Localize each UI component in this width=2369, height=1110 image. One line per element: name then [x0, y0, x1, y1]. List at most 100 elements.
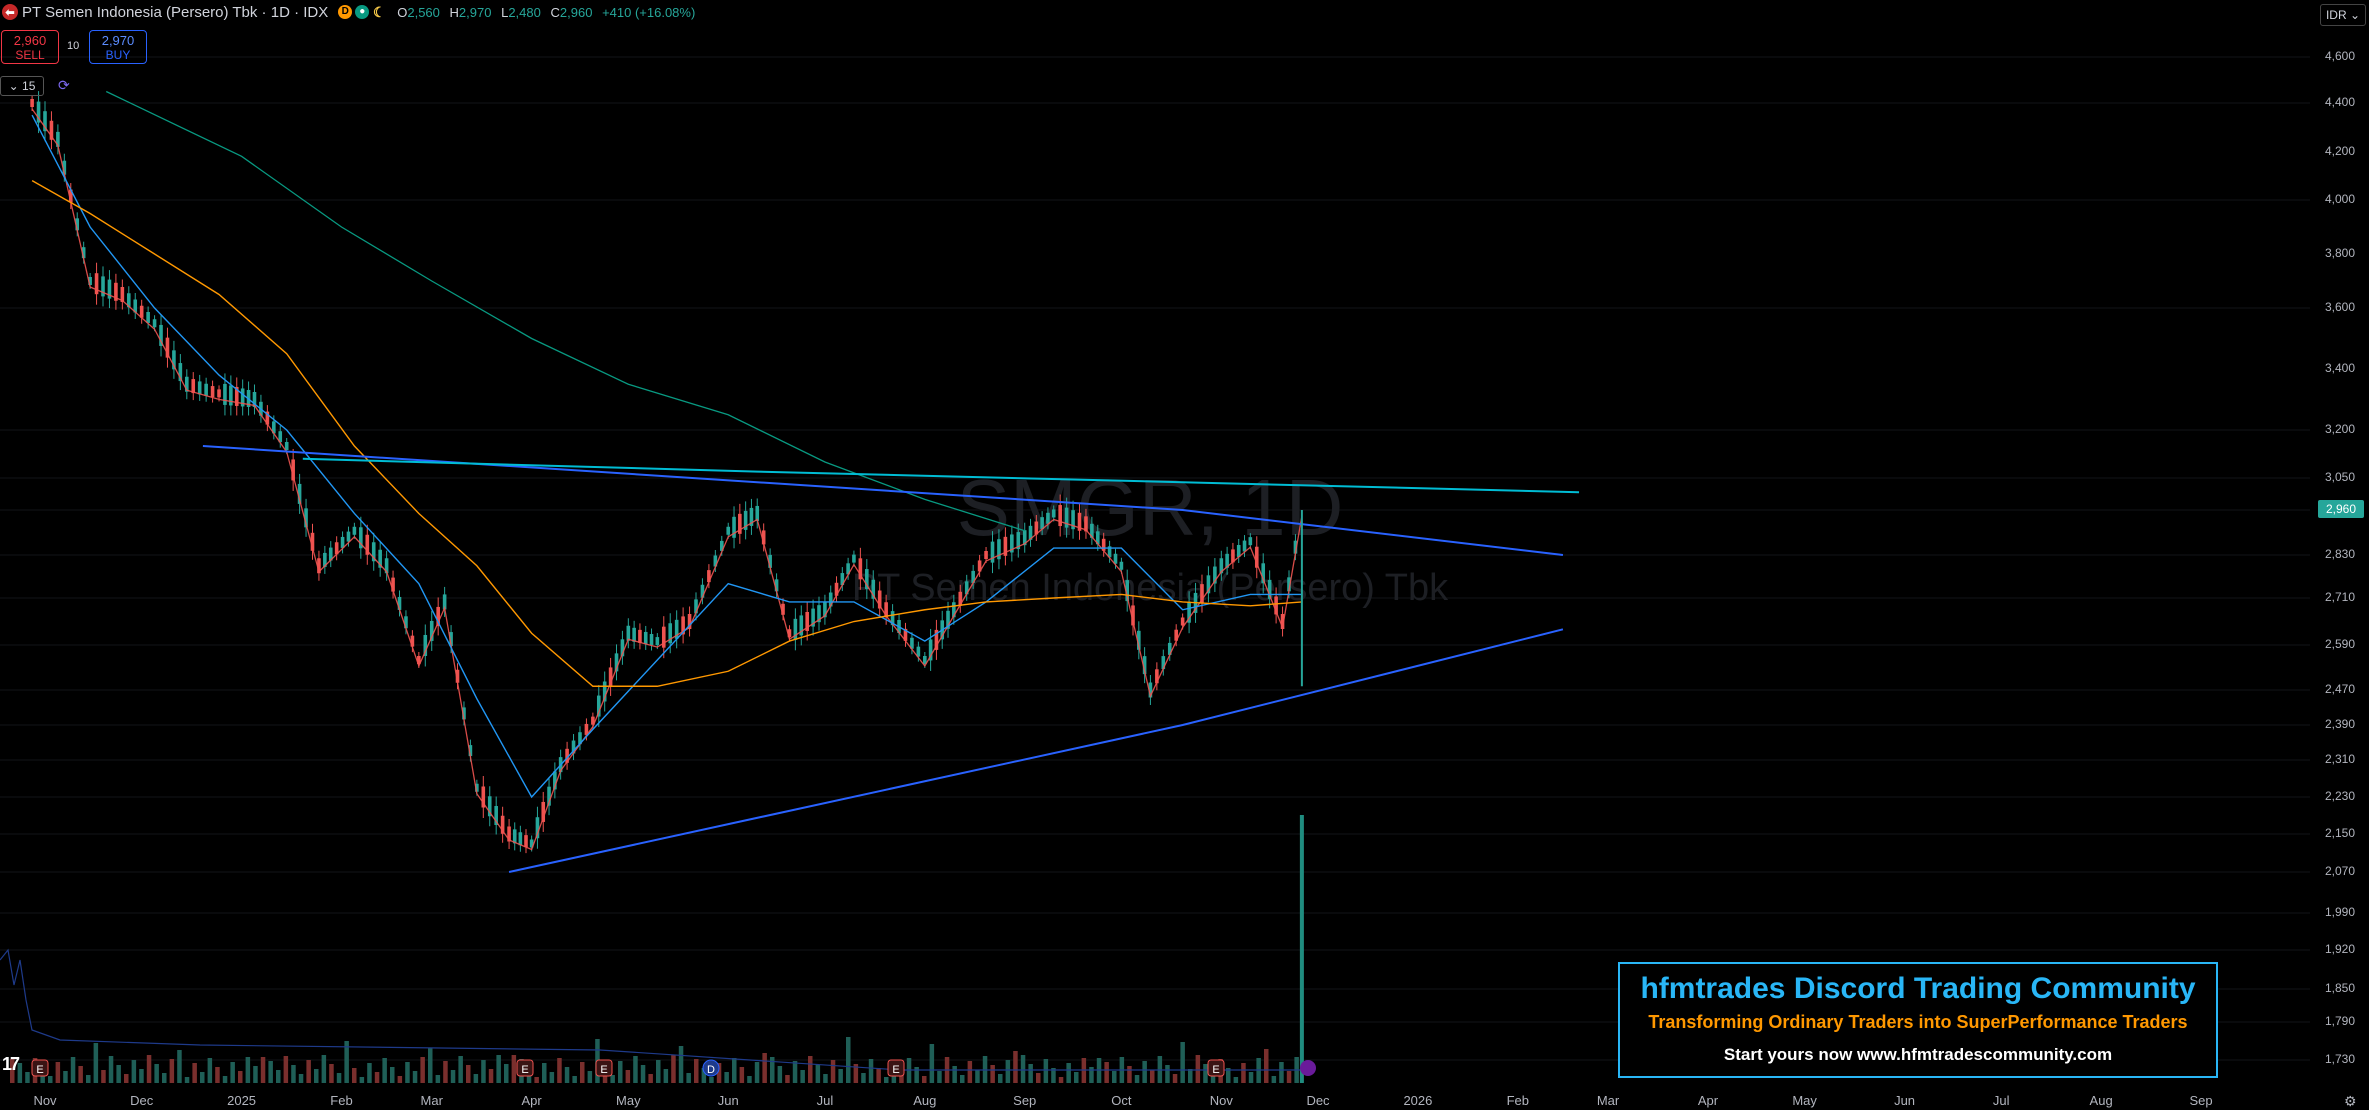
volume-bar [1043, 1059, 1049, 1083]
symbol-logo-icon[interactable]: ⬅ [2, 4, 18, 20]
sync-icon[interactable]: ⟳ [58, 77, 70, 93]
volume-bar [694, 1059, 699, 1083]
volume-bar [572, 1076, 577, 1083]
candle-body [191, 379, 196, 394]
candle-body [442, 594, 447, 610]
market-open-icon[interactable]: ● [355, 5, 370, 19]
candle-body [700, 584, 705, 598]
candle-body [971, 570, 975, 583]
volume-bar [336, 1073, 342, 1083]
volume-bar [777, 1066, 783, 1083]
candle-body [1003, 536, 1008, 556]
volume-bar [937, 1071, 942, 1083]
volume-bar [466, 1065, 471, 1083]
tradingview-logo[interactable]: 17 [2, 1054, 20, 1074]
volume-bar [663, 1069, 669, 1083]
volume-bar [739, 1067, 745, 1083]
volume-bar [86, 1075, 91, 1083]
volume-bar [291, 1065, 296, 1083]
volume-bar [1134, 1075, 1140, 1083]
volume-bar [952, 1066, 957, 1083]
volume-bar [716, 1063, 722, 1083]
symbol-title[interactable]: PT Semen Indonesia (Persero) Tbk · 1D · … [22, 3, 329, 21]
candle-body [68, 189, 73, 203]
sell-label: SELL [15, 48, 45, 62]
volume-bar [853, 1064, 859, 1083]
candle-body [928, 639, 933, 661]
candle-body [88, 277, 92, 285]
candle-body [371, 542, 376, 562]
volume-bar [488, 1069, 494, 1083]
buy-price: 2,970 [101, 33, 135, 48]
candle-body [384, 558, 389, 574]
candle-body [1161, 656, 1166, 670]
interval-value: 15 [22, 79, 36, 93]
time-axis-label: 2026 [1403, 1093, 1433, 1108]
sell-button[interactable]: 2,960 SELL [1, 30, 59, 64]
volume-bar [564, 1067, 570, 1083]
interval-selector[interactable]: ⌄ 15 [0, 76, 44, 96]
volume-bar [458, 1056, 463, 1083]
candle-body [958, 591, 963, 606]
candle-body [1274, 596, 1278, 615]
candle-body [1119, 561, 1124, 570]
time-axis-label: Oct [1111, 1093, 1132, 1108]
last-price-tag: 2,960 [2318, 500, 2364, 518]
currency-selector[interactable]: IDR ⌄ [2320, 4, 2366, 26]
volume-bar [830, 1060, 836, 1083]
volume-bar [868, 1059, 874, 1083]
volume-bar [283, 1056, 289, 1083]
candle-body [114, 282, 118, 301]
event-marker-icon [887, 1059, 905, 1077]
volume-bar [656, 1060, 661, 1083]
volume-bar [785, 1075, 790, 1083]
volume-bar [1172, 1074, 1178, 1083]
candle-body [317, 558, 321, 574]
volume-bar [63, 1071, 68, 1083]
candle-body [75, 218, 80, 231]
volume-bar [1150, 1070, 1155, 1083]
candle-body [793, 618, 798, 640]
candle-body [1125, 580, 1130, 602]
candle-body [475, 783, 479, 792]
settings-gear-icon[interactable]: ⚙ [2344, 1093, 2357, 1109]
volume-bar [967, 1061, 973, 1083]
spread-value: 10 [67, 40, 80, 52]
candle-body [1137, 630, 1141, 650]
candle-body [410, 635, 415, 647]
banner-subtitle: Transforming Ordinary Traders into Super… [1648, 1012, 2188, 1032]
price-axis-label: 2,150 [2325, 826, 2356, 840]
candle-body [553, 771, 557, 790]
candle-body [1287, 577, 1291, 592]
price-axis-label: 4,200 [2325, 143, 2356, 158]
candle-body [1016, 532, 1021, 550]
buy-button[interactable]: 2,970 BUY [89, 30, 147, 64]
volume-bar [1036, 1073, 1041, 1083]
volume-bar [1028, 1064, 1033, 1083]
volume-bar [10, 1059, 15, 1083]
candle-body [547, 786, 551, 806]
moon-icon[interactable]: ☾ [372, 4, 386, 20]
price-axis-label: 3,400 [2325, 361, 2356, 375]
volume-bar [200, 1072, 205, 1083]
volume-bar [238, 1071, 243, 1083]
volume-bar [1210, 1073, 1216, 1083]
candle-body [865, 569, 869, 590]
candle-body [578, 732, 582, 745]
candle-body [340, 536, 345, 548]
volume-bar [792, 1061, 798, 1083]
volume-bar [678, 1046, 684, 1083]
candle-body [1107, 546, 1112, 558]
candle-body [404, 616, 408, 629]
candle-body [984, 551, 988, 559]
price-axis-label: 2,710 [2325, 590, 2356, 604]
promo-banner[interactable]: hfmtrades Discord Trading Community Tran… [1618, 962, 2218, 1078]
candle-body [632, 627, 636, 642]
volume-bar [55, 1062, 61, 1083]
candle-body [591, 716, 595, 725]
price-axis-label: 4,400 [2325, 95, 2356, 109]
dividend-badge-icon[interactable]: D [338, 5, 353, 19]
candle-body [529, 839, 534, 848]
banner-cta[interactable]: Start yours now www.hfmtradescommunity.c… [1723, 1045, 2113, 1064]
